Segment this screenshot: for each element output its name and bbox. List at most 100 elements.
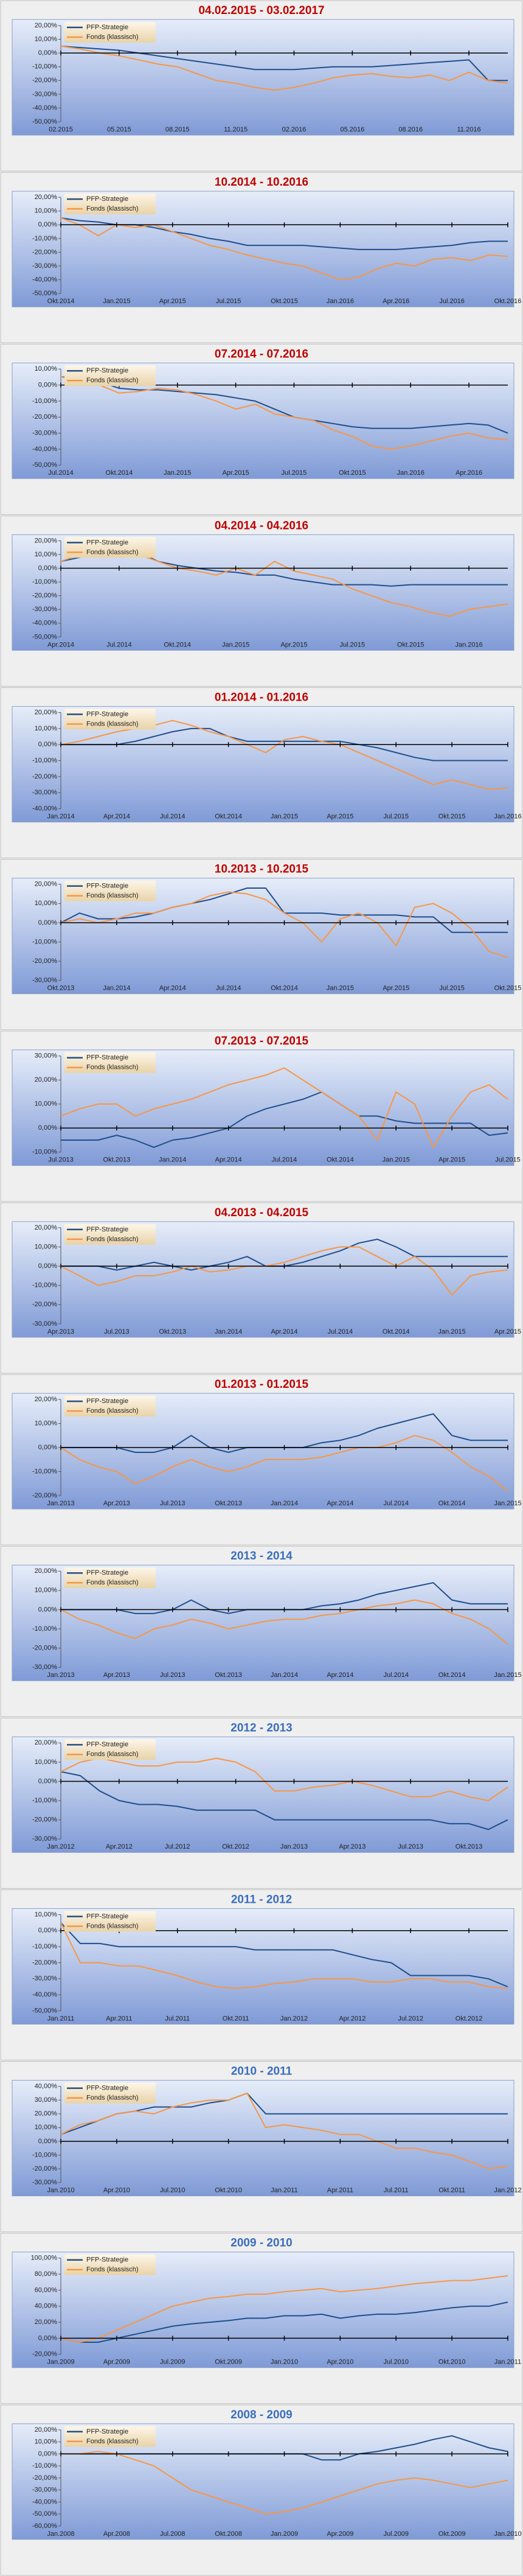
x-tick-label: Jul.2015 bbox=[495, 1157, 521, 1164]
x-tick-label: 08.2015 bbox=[165, 126, 190, 133]
series-line bbox=[60, 2092, 508, 2169]
x-tick-label: Jan.2014 bbox=[47, 813, 74, 820]
chart-title: 2013 - 2014 bbox=[230, 1550, 293, 1563]
y-tick-label: -20,00% bbox=[32, 957, 57, 965]
legend-label: PFP-Strategie bbox=[86, 710, 128, 718]
series-line bbox=[60, 1246, 508, 1296]
series-line bbox=[60, 1599, 508, 1645]
x-tick-label: Apr.2015 bbox=[327, 813, 353, 820]
x-tick-label: Apr.2014 bbox=[159, 985, 186, 992]
y-tick-label: -20,00% bbox=[32, 2165, 57, 2172]
x-tick-label: 11.2015 bbox=[224, 126, 248, 133]
y-tick-label: -40,00% bbox=[32, 805, 57, 812]
legend-box bbox=[64, 2254, 156, 2275]
y-tick-label: 0,00% bbox=[38, 2334, 57, 2342]
x-tick-label: Jul.2015 bbox=[216, 298, 241, 305]
legend-label: Fonds (klassisch) bbox=[86, 2266, 139, 2273]
x-tick-label: Jan.2015 bbox=[271, 813, 298, 820]
legend-label: Fonds (klassisch) bbox=[86, 1064, 139, 1071]
chart-title: 10.2013 - 10.2015 bbox=[215, 863, 309, 876]
y-tick-label: 0,00% bbox=[38, 1262, 57, 1270]
x-tick-label: Jan.2011 bbox=[271, 2187, 297, 2194]
y-tick-label: -10,00% bbox=[32, 2462, 57, 2469]
x-tick-label: Apr.2013 bbox=[103, 1671, 130, 1679]
y-tick-label: 100,00% bbox=[31, 2255, 58, 2262]
chart-panel: 07.2014 - 07.2016 10,00% 0,00% -10,00% -20,0… bbox=[0, 343, 523, 515]
legend-label: Fonds (klassisch) bbox=[86, 1579, 139, 1586]
chart-title: 2009 - 2010 bbox=[230, 2237, 292, 2250]
x-tick-label: Jan.2014 bbox=[215, 1328, 242, 1335]
y-tick-label: 10,00% bbox=[35, 1243, 58, 1250]
legend-box bbox=[64, 1739, 156, 1760]
y-tick-label: -30,00% bbox=[32, 430, 57, 437]
chart-panel: 04.2013 - 04.2015 20,00% 10,00% 0,00% -10,00… bbox=[0, 1202, 523, 1374]
x-tick-label: Apr.2010 bbox=[327, 2359, 353, 2366]
y-tick-label: 10,00% bbox=[35, 208, 58, 215]
y-tick-label: -20,00% bbox=[32, 2351, 57, 2358]
chart-title: 04.02.2015 - 03.02.2017 bbox=[198, 4, 324, 17]
y-tick-label: -10,00% bbox=[32, 63, 57, 71]
legend-box bbox=[64, 194, 156, 215]
x-tick-label: Apr.2014 bbox=[327, 1500, 353, 1507]
y-tick-label: -10,00% bbox=[32, 757, 57, 764]
y-tick-label: 20,00% bbox=[35, 709, 58, 716]
series-line bbox=[60, 376, 508, 450]
legend-label: PFP-Strategie bbox=[86, 1569, 128, 1577]
y-tick-label: -10,00% bbox=[32, 578, 57, 586]
chart-panel: 2011 - 2012 10,00% 0,00% -10,00% -20,00% -30,… bbox=[0, 1889, 523, 2061]
y-tick-label: -30,00% bbox=[32, 262, 57, 270]
y-tick-label: 20,00% bbox=[35, 881, 58, 888]
series-line bbox=[60, 217, 508, 281]
x-tick-label: Jan.2012 bbox=[47, 1843, 74, 1850]
y-tick-label: 10,00% bbox=[35, 1587, 58, 1594]
x-tick-label: Jul.2009 bbox=[160, 2359, 185, 2366]
legend-label: Fonds (klassisch) bbox=[86, 1236, 139, 1243]
y-tick-label: -40,00% bbox=[32, 446, 57, 453]
legend-label: Fonds (klassisch) bbox=[86, 1407, 139, 1415]
series-line bbox=[60, 1922, 508, 1987]
legend-label: PFP-Strategie bbox=[86, 2428, 128, 2435]
x-tick-label: Jan.2008 bbox=[47, 2530, 74, 2538]
chart-panel: 04.2014 - 04.2016 20,00% 10,00% 0,00% -10,00… bbox=[0, 515, 523, 687]
y-tick-label: -20,00% bbox=[32, 1492, 57, 1499]
series-line bbox=[61, 2451, 508, 2515]
x-tick-label: Apr.2013 bbox=[47, 1328, 74, 1335]
x-tick-label: 02.2016 bbox=[282, 126, 307, 133]
chart-title: 04.2013 - 04.2015 bbox=[215, 1206, 309, 1219]
x-tick-label: Jul.2011 bbox=[165, 2015, 190, 2022]
x-tick-label: Jul.2014 bbox=[328, 1328, 353, 1335]
y-tick-label: -10,00% bbox=[32, 1149, 57, 1156]
x-tick-label: Jul.2009 bbox=[383, 2530, 409, 2538]
y-tick-label: -10,00% bbox=[32, 1797, 57, 1804]
legend-label: Fonds (klassisch) bbox=[86, 33, 139, 41]
legend-label: PFP-Strategie bbox=[86, 1398, 128, 1405]
x-tick-label: Apr.2010 bbox=[103, 2187, 130, 2194]
x-tick-label: Apr.2015 bbox=[280, 641, 307, 648]
y-tick-label: 0,00% bbox=[38, 2138, 57, 2145]
x-tick-label: Okt.2014 bbox=[438, 1671, 466, 1679]
y-tick-label: 20,00% bbox=[35, 194, 58, 201]
legend-box bbox=[64, 1911, 156, 1932]
x-tick-label: Apr.2008 bbox=[103, 2530, 130, 2538]
x-tick-label: Okt.2012 bbox=[222, 1843, 249, 1850]
x-tick-label: Jul.2014 bbox=[216, 985, 241, 992]
y-tick-label: -10,00% bbox=[32, 1468, 57, 1475]
y-tick-label: -10,00% bbox=[32, 1282, 57, 1289]
y-tick-label: -50,00% bbox=[32, 461, 57, 469]
y-tick-label: -30,00% bbox=[32, 789, 57, 796]
y-tick-label: 20,00% bbox=[35, 22, 58, 29]
x-tick-label: Okt.2008 bbox=[215, 2530, 242, 2538]
y-tick-label: 80,00% bbox=[35, 2270, 58, 2278]
x-tick-label: Okt.2015 bbox=[339, 469, 366, 477]
x-tick-label: Jul.2014 bbox=[383, 1671, 409, 1679]
legend-box bbox=[64, 1223, 156, 1245]
y-tick-label: 20,00% bbox=[35, 2426, 58, 2434]
x-tick-label: 11.2016 bbox=[457, 126, 481, 133]
x-tick-label: Jul.2016 bbox=[439, 298, 465, 305]
legend-label: PFP-Strategie bbox=[86, 367, 128, 374]
x-tick-label: Jan.2013 bbox=[280, 1843, 308, 1850]
x-tick-label: Jul.2010 bbox=[160, 2187, 185, 2194]
x-tick-label: Okt.2015 bbox=[271, 298, 298, 305]
y-tick-label: -10,00% bbox=[32, 1625, 57, 1633]
y-tick-label: -20,00% bbox=[32, 1645, 57, 1652]
